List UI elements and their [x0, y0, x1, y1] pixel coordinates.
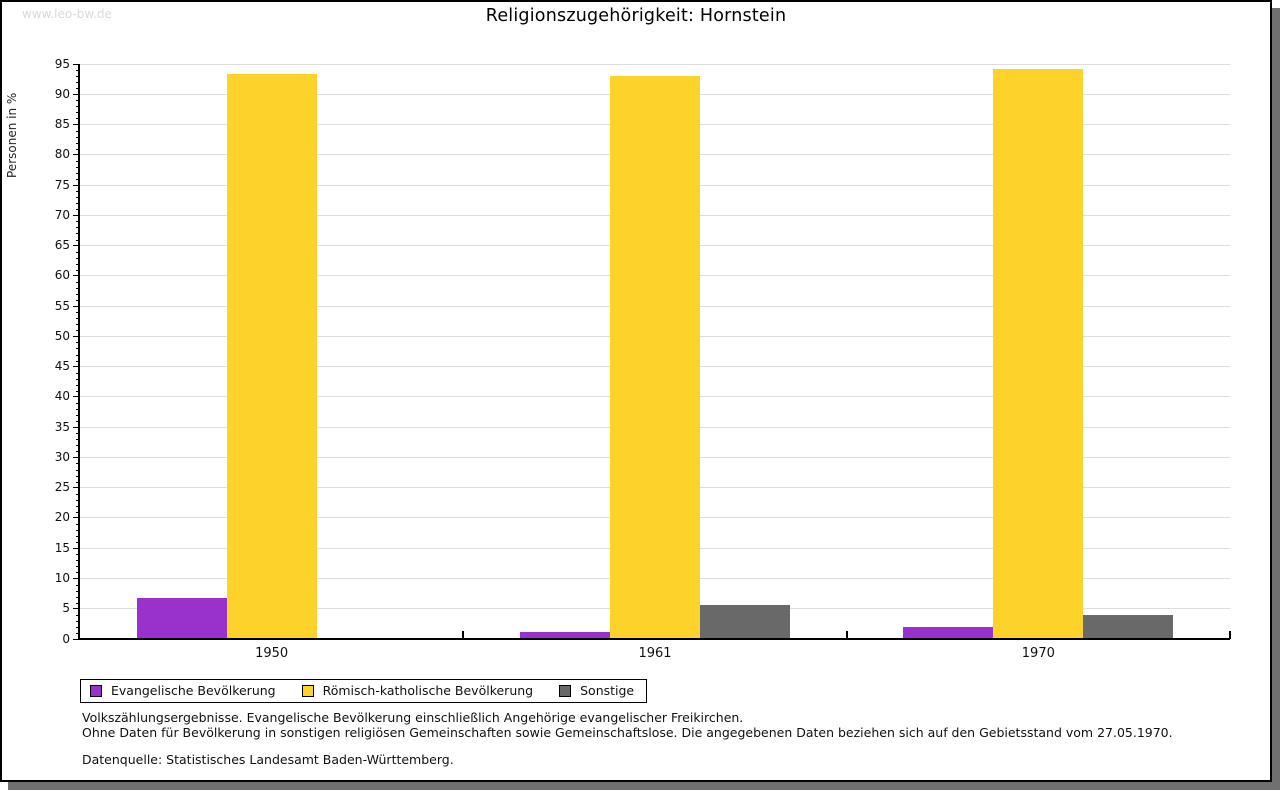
y-major-tick: [73, 517, 80, 519]
y-major-tick: [73, 154, 80, 156]
plot-area: 1950 1961 1970 0 5 10 15 20 25 30 35 40 45 50 55 60 65 70…: [2, 2, 1270, 780]
y-major-tick: [73, 245, 80, 247]
legend-item: Römisch-katholische Bevölkerung: [301, 683, 534, 698]
y-major-tick: [73, 638, 80, 640]
y-tick-label: 70: [54, 207, 70, 222]
y-tick-label: 80: [54, 147, 70, 162]
y-major-tick: [73, 335, 80, 337]
y-tick-label: 25: [54, 480, 70, 495]
x-boundary-tick: [462, 631, 465, 639]
y-tick-label: 40: [54, 389, 70, 404]
legend-swatch-icon: [90, 684, 102, 697]
bar: [993, 68, 1084, 639]
bar: [136, 597, 227, 639]
y-major-tick: [73, 426, 80, 428]
y-major-tick: [73, 547, 80, 549]
y-tick-label: 60: [54, 268, 70, 283]
bar: [610, 75, 700, 639]
footnote-source: Datenquelle: Statistisches Landesamt Bad…: [82, 752, 454, 767]
y-tick-label: 10: [54, 570, 70, 585]
y-major-tick: [73, 93, 80, 95]
y-major-tick: [73, 214, 80, 216]
x-boundary-tick: [1229, 631, 1231, 639]
legend-item: Sonstige: [559, 683, 634, 698]
y-major-tick: [73, 396, 80, 398]
y-tick-label: 15: [54, 540, 70, 555]
legend-item-label: Römisch-katholische Bevölkerung: [322, 683, 534, 698]
legend-item-label: Sonstige: [580, 683, 635, 698]
y-tick-label: 30: [54, 449, 70, 464]
legend-item-label: Evangelische Bevölkerung: [111, 683, 276, 698]
x-tick-label: 1950: [255, 646, 289, 661]
y-tick-label: 65: [54, 238, 70, 253]
y-tick-label: 0: [62, 631, 70, 646]
y-tick-label: 85: [54, 117, 70, 132]
y-tick-label: 95: [54, 56, 70, 71]
footnote-line: Ohne Daten für Bevölkerung in sonstigen …: [82, 724, 1173, 740]
chart-title: Religionszugehörigkeit: Hornstein: [485, 6, 787, 26]
bar: [1083, 615, 1174, 639]
x-axis-line: [78, 638, 1230, 640]
legend-item: Evangelische Bevölkerung: [90, 683, 276, 698]
y-tick-label: 45: [54, 359, 70, 374]
y-major-tick: [73, 275, 80, 277]
y-major-tick: [73, 608, 80, 610]
bar: [520, 631, 610, 639]
y-major-tick: [73, 577, 80, 579]
y-major-tick: [73, 487, 80, 489]
legend-swatch-icon: [559, 684, 572, 697]
legend: Evangelische Bevölkerung Römisch-katholis…: [80, 679, 648, 703]
footnotes: Volkszählungsergebnisse. Evangelische Be…: [82, 710, 1240, 768]
y-tick-label: 20: [54, 510, 70, 525]
footnote-line: Volkszählungsergebnisse. Evangelische Be…: [82, 710, 744, 725]
y-tick-label: 55: [54, 298, 70, 313]
bar: [226, 74, 317, 639]
y-major-tick: [73, 456, 80, 458]
y-major-tick: [73, 305, 80, 307]
y-axis-line: [78, 64, 80, 639]
x-tick-label: 1970: [1021, 646, 1055, 661]
y-major-tick: [73, 63, 80, 65]
bar: [903, 626, 994, 639]
y-tick-label: 35: [54, 419, 70, 434]
y-tick-label: 75: [54, 177, 70, 192]
y-tick-label: 5: [62, 601, 70, 616]
y-major-tick: [73, 366, 80, 368]
y-major-tick: [73, 184, 80, 186]
x-boundary-tick: [845, 631, 848, 639]
bar: [700, 604, 790, 639]
legend-swatch-icon: [301, 684, 314, 697]
watermark-url: www.leo-bw.de: [22, 7, 112, 21]
x-tick-label: 1961: [638, 646, 672, 661]
y-major-tick: [73, 124, 80, 126]
y-gridline: [80, 63, 1230, 65]
y-tick-label: 50: [54, 328, 70, 343]
y-tick-label: 90: [54, 86, 70, 101]
